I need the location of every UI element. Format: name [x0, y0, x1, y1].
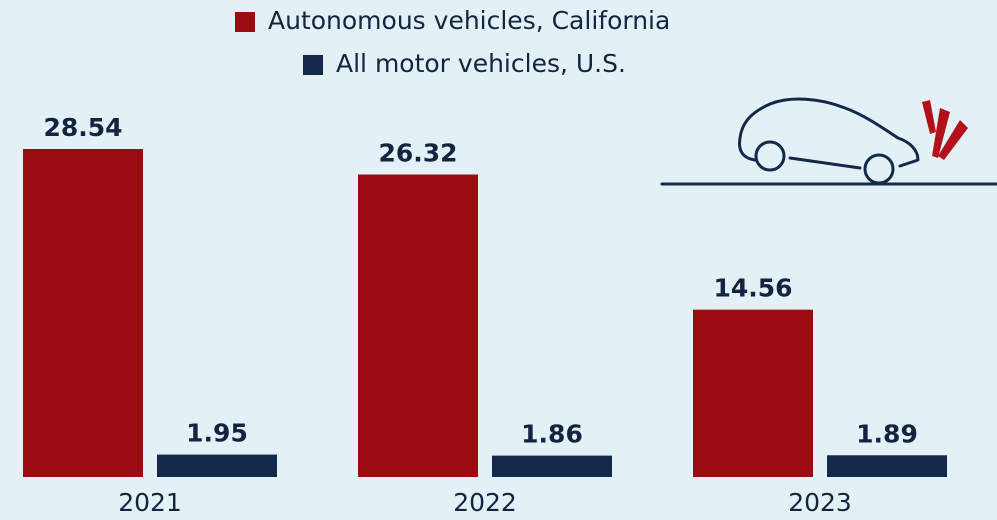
bar: [693, 310, 813, 477]
bar: [492, 456, 612, 477]
chart: Autonomous vehicles, California All motor…: [0, 0, 997, 520]
value-label: 26.32: [378, 139, 457, 168]
bar: [157, 455, 277, 477]
legend-swatch: [235, 12, 255, 32]
value-label: 1.86: [521, 420, 583, 449]
value-label: 14.56: [713, 274, 792, 303]
bar: [827, 455, 947, 477]
bar: [358, 175, 478, 477]
legend-label: All motor vehicles, U.S.: [336, 49, 626, 78]
legend-label: Autonomous vehicles, California: [268, 6, 670, 35]
value-label: 1.95: [186, 419, 248, 448]
x-tick-label: 2022: [453, 488, 517, 517]
bar: [23, 149, 143, 477]
x-tick-label: 2021: [118, 488, 182, 517]
value-label: 28.54: [43, 113, 122, 142]
value-label: 1.89: [856, 419, 918, 448]
legend-swatch: [303, 55, 323, 75]
x-tick-label: 2023: [788, 488, 852, 517]
impact-mark: [922, 100, 968, 160]
